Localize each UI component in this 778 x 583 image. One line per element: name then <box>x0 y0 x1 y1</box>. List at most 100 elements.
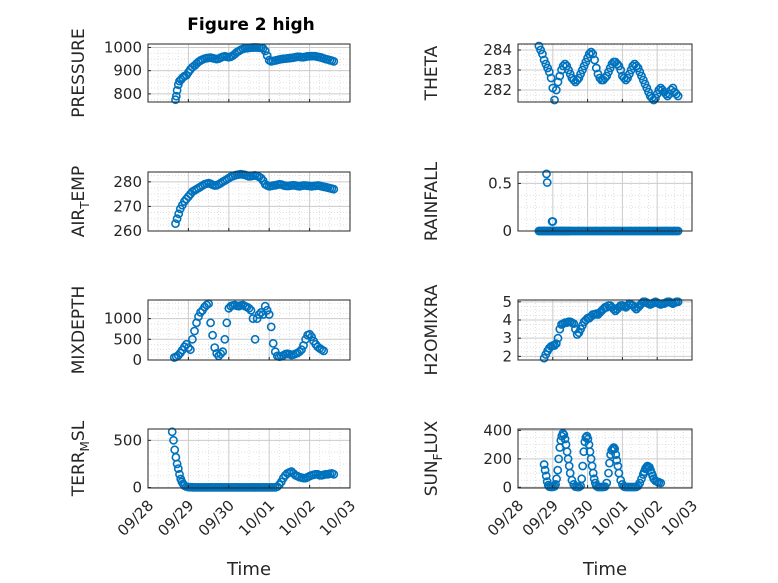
x-tick-label: 09/28 <box>484 496 527 539</box>
x-tick-label: 09/29 <box>519 496 562 539</box>
y-axis-label-rest: EMP <box>69 166 89 202</box>
data-point <box>248 314 258 323</box>
data-point <box>218 347 228 357</box>
data-point <box>638 75 648 85</box>
y-axis-label-main: H2OMIXRA <box>422 284 442 375</box>
data-point <box>262 51 272 60</box>
y-axis-label-sub: M <box>78 441 92 451</box>
data-point <box>194 312 203 321</box>
y-axis-label-main: PRESSURE <box>69 28 89 117</box>
data-point <box>534 41 544 51</box>
data-point <box>550 95 559 105</box>
data-point <box>548 217 558 226</box>
y-tick-label: 1000 <box>104 310 142 328</box>
x-tick-label: 09/28 <box>114 496 157 539</box>
axes-box <box>147 299 351 361</box>
axes-box <box>517 43 693 103</box>
data-point <box>656 478 666 488</box>
x-tick-label: 10/03 <box>316 496 359 539</box>
data-point <box>329 469 339 479</box>
data-point <box>174 209 184 219</box>
figure-title: Figure 2 high <box>187 15 315 35</box>
data-point <box>578 65 587 75</box>
data-point <box>183 343 193 352</box>
data-point <box>584 49 594 59</box>
y-tick-label: 270 <box>113 197 142 215</box>
data-point <box>581 57 591 67</box>
y-axis-label-main: MIXDEPTH <box>69 286 89 375</box>
y-axis-label-sub: F <box>431 453 445 460</box>
x-tick-label: 10/01 <box>588 496 631 539</box>
x-tick-label: 10/02 <box>275 496 318 539</box>
data-point <box>604 67 613 77</box>
y-tick-label: 800 <box>113 85 142 103</box>
y-tick-label: 2 <box>502 347 512 365</box>
plot-mixdepth: 0 500 1000 MIXDEPTH <box>69 286 351 375</box>
data-point <box>171 95 180 105</box>
data-point <box>654 85 664 95</box>
data-point <box>175 469 184 479</box>
data-point <box>171 219 180 228</box>
data-point <box>554 454 564 464</box>
data-point <box>260 46 270 56</box>
data-point <box>609 304 619 314</box>
data-point <box>187 334 197 344</box>
data-point <box>297 345 306 355</box>
data-point <box>543 63 552 73</box>
data-point <box>542 178 552 187</box>
data-point <box>564 65 573 75</box>
data-point <box>220 334 230 344</box>
y-tick-label: 283 <box>483 61 512 79</box>
x-axis-label: Time <box>582 559 627 580</box>
y-axis-label-sub: T <box>78 201 92 210</box>
x-tick-label: 10/01 <box>235 496 278 539</box>
data-point <box>673 91 683 101</box>
data-point <box>171 91 181 101</box>
data-point <box>616 65 626 75</box>
data-point <box>611 450 621 459</box>
y-axis-label-main: THETA <box>422 45 442 101</box>
data-point <box>633 63 643 73</box>
data-point <box>559 430 569 440</box>
y-axis-label: AIRTEMP <box>69 166 92 237</box>
data-point <box>172 86 182 95</box>
data-point <box>604 468 613 478</box>
data-point <box>612 455 622 465</box>
data-point <box>567 475 577 485</box>
data-point <box>540 465 550 475</box>
data-point <box>266 322 276 332</box>
data-point <box>551 85 561 95</box>
axes-box <box>147 428 351 489</box>
x-tick-label: 10/02 <box>623 496 666 539</box>
data-point <box>671 89 681 99</box>
data-point <box>264 310 274 319</box>
y-tick-label: 0 <box>132 351 142 369</box>
data-point <box>602 478 612 488</box>
data-point <box>590 55 599 65</box>
axes-box <box>147 171 351 232</box>
y-axis-label-main: RAINFALL <box>422 161 442 241</box>
x-tick-label: 09/29 <box>154 496 197 539</box>
data-point <box>539 55 549 65</box>
data-point <box>553 333 563 343</box>
y-tick-label: 3 <box>502 329 512 347</box>
data-point <box>628 61 638 71</box>
y-tick-label: 260 <box>113 222 142 240</box>
axes-box <box>517 299 693 361</box>
y-axis-label: TERRMSL <box>69 420 92 497</box>
data-point <box>169 435 178 445</box>
x-tick-label: 10/03 <box>658 496 701 539</box>
data-point <box>569 75 579 85</box>
y-axis-label-main: AIR <box>69 209 89 238</box>
y-tick-label: 200 <box>483 450 512 468</box>
data-point <box>635 67 645 77</box>
y-axis-label: H2OMIXRA <box>422 284 442 375</box>
data-point <box>538 49 547 59</box>
data-point <box>329 184 339 194</box>
y-tick-label: 0 <box>502 222 512 240</box>
data-point <box>569 319 579 328</box>
plot-rainfall: 0 0.5 RAINFALL <box>422 161 693 241</box>
